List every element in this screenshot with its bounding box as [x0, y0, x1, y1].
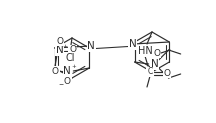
- Text: O: O: [64, 77, 71, 86]
- Text: O: O: [69, 46, 76, 54]
- Text: C: C: [147, 68, 153, 77]
- Text: N: N: [151, 59, 159, 69]
- Text: O: O: [52, 67, 59, 76]
- Text: +: +: [62, 44, 67, 48]
- Text: −: −: [59, 82, 64, 86]
- Text: N: N: [87, 41, 95, 51]
- Text: N: N: [129, 39, 137, 49]
- Text: C: C: [147, 68, 153, 77]
- Text: HN: HN: [138, 46, 152, 56]
- Text: O: O: [154, 48, 160, 57]
- Text: N: N: [56, 45, 64, 55]
- Text: Cl: Cl: [65, 53, 75, 63]
- Text: O: O: [56, 37, 63, 46]
- Text: N: N: [64, 66, 71, 76]
- Text: +: +: [71, 63, 76, 69]
- Text: −: −: [74, 44, 79, 48]
- Text: O: O: [164, 69, 170, 77]
